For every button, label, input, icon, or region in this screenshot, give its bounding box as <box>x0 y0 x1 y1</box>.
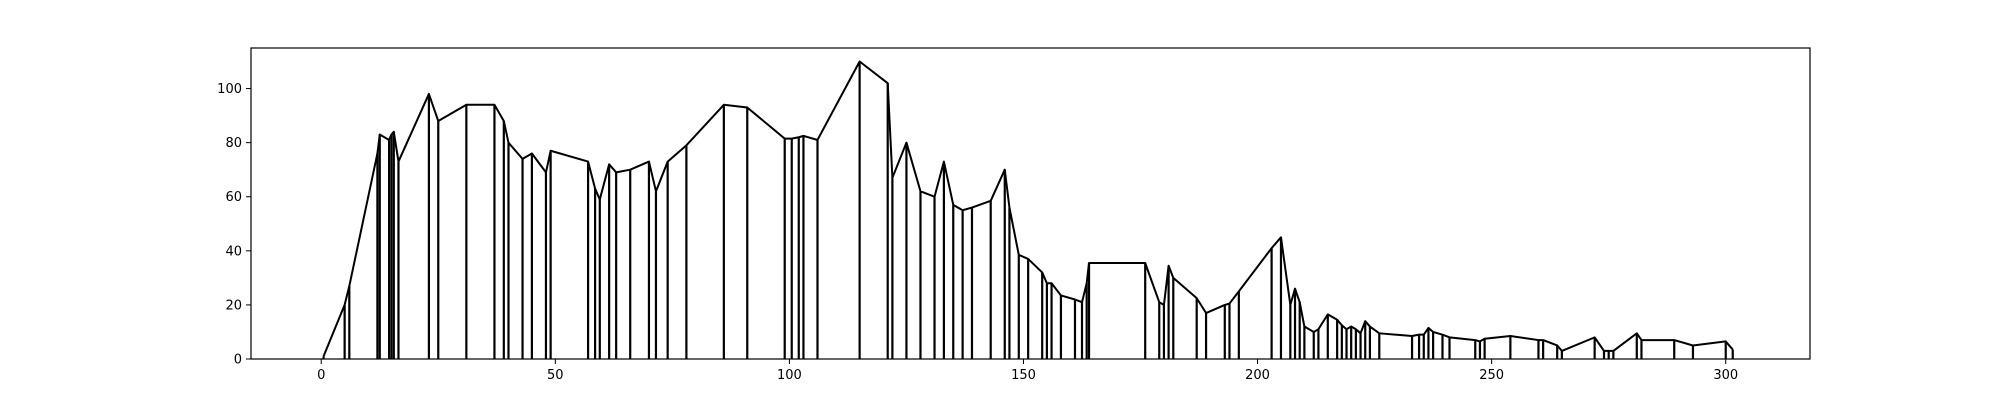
y-tick-label-2: 40 <box>225 244 242 259</box>
x-tick-label-4: 200 <box>1245 368 1270 383</box>
series-line-layer <box>322 60 1734 357</box>
x-tick-label-3: 150 <box>1011 368 1036 383</box>
y-tick-label-4: 80 <box>225 136 242 151</box>
x-tick-label-2: 100 <box>777 368 802 383</box>
series-line <box>322 60 1734 357</box>
x-tick-label-1: 50 <box>547 368 564 383</box>
plot-frame <box>250 47 1811 360</box>
axes-layer: 0 50 100 150 200 250 300 0 20 40 60 80 100 <box>217 47 1811 383</box>
y-tick-label-1: 20 <box>225 298 242 313</box>
x-tick-label-5: 250 <box>1479 368 1504 383</box>
stems-layer <box>322 61 1734 359</box>
y-tick-label-3: 60 <box>225 190 242 205</box>
x-tick-label-0: 0 <box>317 368 325 383</box>
y-tick-label-5: 100 <box>217 82 242 97</box>
y-tick-label-0: 0 <box>234 353 242 368</box>
x-tick-label-6: 300 <box>1713 368 1738 383</box>
